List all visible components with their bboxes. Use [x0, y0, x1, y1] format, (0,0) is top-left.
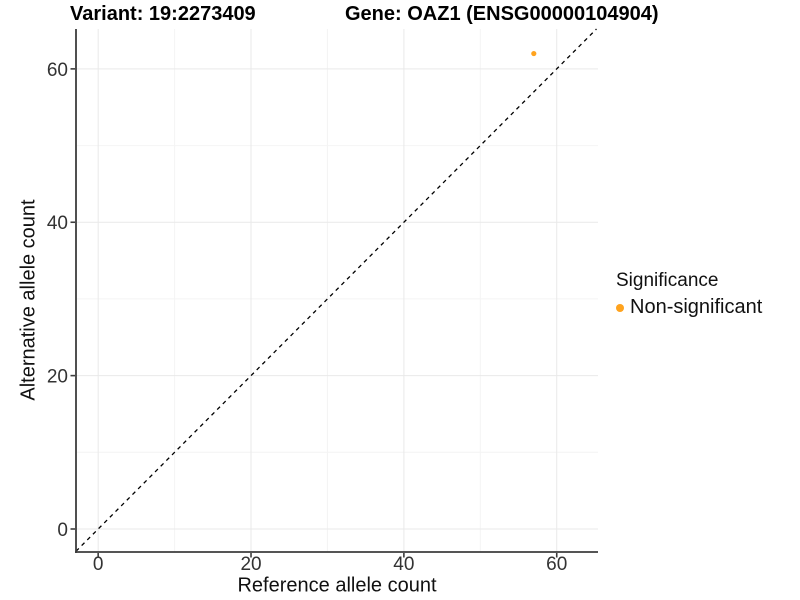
y-tick-label: 60: [47, 60, 68, 81]
legend-title: Significance: [616, 270, 719, 291]
legend: Significance Non-significant: [616, 270, 762, 319]
x-tick-label: 60: [546, 554, 567, 575]
x-tick-label: 20: [240, 554, 261, 575]
y-axis-title: Alternative allele count: [17, 199, 40, 401]
data-point: [531, 50, 537, 57]
x-tick-label: 40: [393, 554, 414, 575]
x-axis-title: Reference allele count: [237, 574, 437, 597]
legend-item-label: Non-significant: [630, 296, 763, 318]
y-tick-label: 40: [47, 213, 68, 234]
legend-point-icon: [616, 303, 624, 312]
y-tick-label: 0: [57, 520, 68, 541]
identity-dashed-line: [75, 28, 597, 552]
y-tick-label: 20: [47, 367, 68, 388]
gene-title: Gene: OAZ1 (ENSG00000104904): [345, 3, 659, 25]
variant-title: Variant: 19:2273409: [70, 3, 256, 25]
legend-item: Non-significant: [616, 296, 762, 319]
x-tick-label: 0: [93, 554, 104, 575]
